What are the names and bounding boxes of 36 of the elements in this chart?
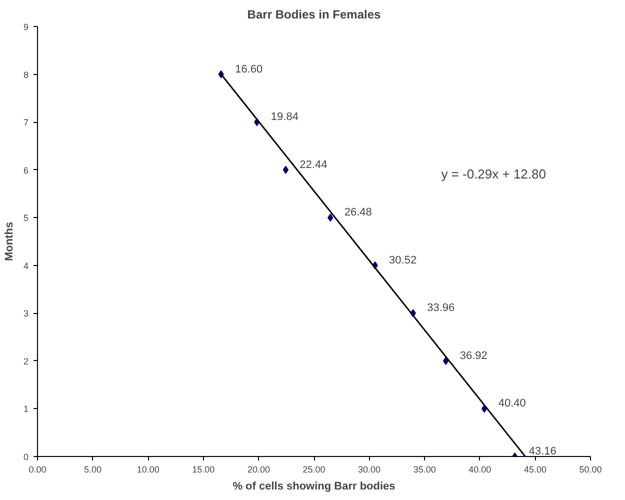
y-tick-label: 4	[23, 260, 29, 271]
y-tick-label: 9	[23, 22, 29, 32]
x-tick-label: 45.00	[524, 464, 546, 474]
y-tick-label: 5	[23, 213, 29, 224]
annotation: 36.92	[460, 350, 488, 362]
x-tick-label: 10.00	[136, 464, 160, 474]
annotation: 33.96	[427, 302, 455, 314]
point	[282, 166, 289, 174]
annotation: y = -0.29x + 12.80	[441, 166, 546, 182]
y-tick-label: 8	[23, 70, 29, 80]
y-tick-label: 3	[23, 308, 29, 319]
x-tick-label: 5.00	[84, 464, 102, 474]
x-tick-label: 15.00	[192, 464, 215, 474]
x-tick-label: 0.00	[28, 464, 46, 474]
x-tick-label: 50.00	[579, 464, 602, 474]
annotation: 16.60	[235, 63, 263, 76]
x-tick-label: 25.00	[302, 464, 326, 474]
x-tick-label: 30.00	[358, 464, 381, 474]
x-tick-label: 20.00	[247, 464, 270, 474]
chart-title: Barr Bodies in Females	[247, 8, 382, 22]
x-axis-title: % of cells showing Barr bodies	[232, 480, 396, 492]
y-tick-label: 7	[23, 118, 29, 128]
y-tick-label: 0	[23, 452, 29, 462]
annotation: 26.48	[344, 206, 372, 219]
y-axis-title: Months	[3, 222, 16, 262]
annotation: 19.84	[270, 111, 298, 124]
x-tick-label: 35.00	[413, 464, 436, 474]
annotation: 40.40	[498, 398, 526, 410]
annotation: 43.16	[528, 446, 556, 458]
annotation: 30.52	[389, 254, 417, 266]
annotation: 22.44	[300, 158, 328, 171]
y-tick-label: 6	[23, 165, 29, 176]
x-tick-label: 40.00	[468, 464, 492, 474]
y-tick-label: 1	[23, 404, 29, 414]
point	[328, 214, 334, 222]
y-tick-label: 2	[23, 356, 29, 366]
